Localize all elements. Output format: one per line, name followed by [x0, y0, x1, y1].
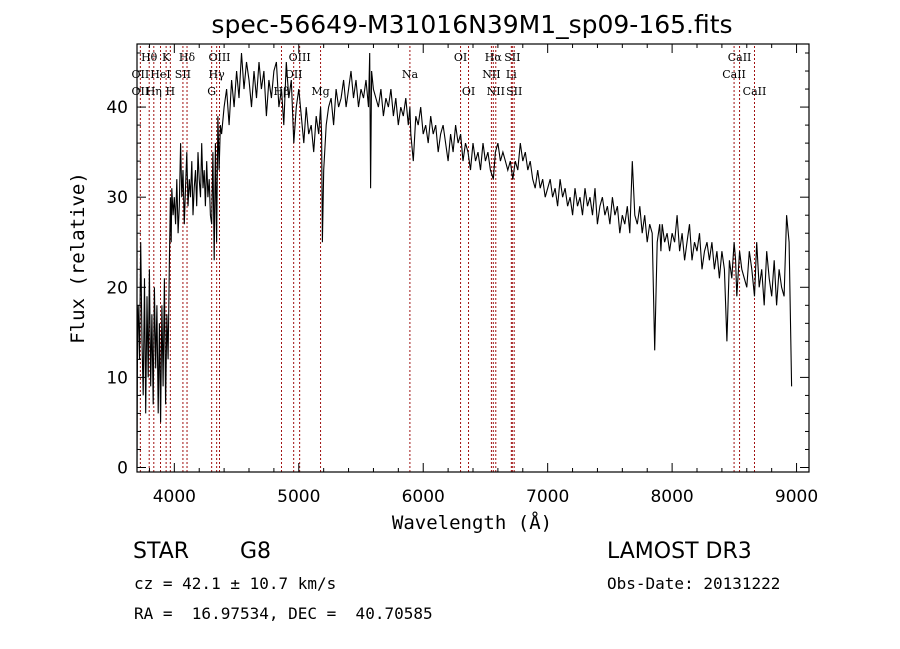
spectral-line-label: SII — [504, 51, 520, 64]
spectral-line-label: Hα — [485, 51, 503, 64]
spectral-line-label: H — [166, 85, 176, 98]
y-tick-label: 10 — [106, 368, 128, 388]
plot-frame — [136, 43, 810, 473]
survey-name: LAMOST DR3 — [607, 539, 752, 564]
spectral-line-label: OII — [285, 68, 303, 81]
spectral-line-label: K — [162, 51, 171, 64]
spectral-line-label: Hθ — [141, 51, 158, 64]
y-tick-label: 40 — [106, 98, 128, 118]
chart-title: spec-56649-M31016N39M1_sp09-165.fits — [211, 10, 732, 39]
x-tick-label: 9000 — [775, 487, 818, 507]
spectral-line-label: Na — [402, 68, 419, 81]
y-tick-label: 20 — [106, 278, 128, 298]
spectral-line-label: NII — [487, 85, 505, 98]
spectral-line-label: Mg — [311, 85, 329, 98]
x-axis: 4000 5000 6000 7000 8000 9000 — [148, 44, 818, 507]
spectral-line-label: Hγ — [209, 68, 226, 81]
spectral-line-label: Li — [506, 68, 517, 81]
observation-date: Obs-Date: 20131222 — [607, 574, 781, 593]
coordinates: RA = 16.97534, DEC = 40.70585 — [134, 604, 433, 623]
y-tick-label: 0 — [117, 458, 128, 478]
spectral-line-label: G — [207, 85, 216, 98]
spectral-subclass: G8 — [240, 539, 272, 564]
x-tick-label: 6000 — [402, 487, 445, 507]
spectral-line-label: SII — [175, 68, 191, 81]
x-tick-label: 8000 — [650, 487, 693, 507]
spectral-line-label: OII — [132, 85, 150, 98]
spectral-line-label: CaII — [728, 51, 752, 64]
y-tick-label: 30 — [106, 188, 128, 208]
y-axis-label: Flux (relative) — [67, 172, 89, 344]
x-tick-label: 4000 — [153, 487, 196, 507]
spectral-line-label: OII — [132, 68, 150, 81]
spectral-line-label: Hη — [146, 85, 162, 98]
x-tick-label: 5000 — [277, 487, 320, 507]
spectral-line-label: OIII — [289, 51, 311, 64]
spectral-line-label: Hδ — [179, 51, 196, 64]
spectral-line-label: OI — [462, 85, 475, 98]
line-marker-group — [139, 46, 755, 472]
spectral-line-label: CaII — [743, 85, 767, 98]
spectrum-line — [136, 52, 793, 468]
spectral-line-label: OIII — [208, 51, 230, 64]
spectral-line-label: NII — [482, 68, 500, 81]
y-axis: 0 10 20 30 40 — [106, 52, 809, 478]
spectral-line-label: CaII — [722, 68, 746, 81]
spectral-line-label: OI — [454, 51, 467, 64]
object-class: STAR — [133, 539, 190, 564]
x-tick-label: 7000 — [526, 487, 569, 507]
spectral-line-label: SII — [506, 85, 522, 98]
x-axis-label: Wavelength (Å) — [392, 511, 552, 534]
radial-velocity: cz = 42.1 ± 10.7 km/s — [134, 574, 337, 593]
spectral-line-label: HeI — [150, 68, 170, 81]
